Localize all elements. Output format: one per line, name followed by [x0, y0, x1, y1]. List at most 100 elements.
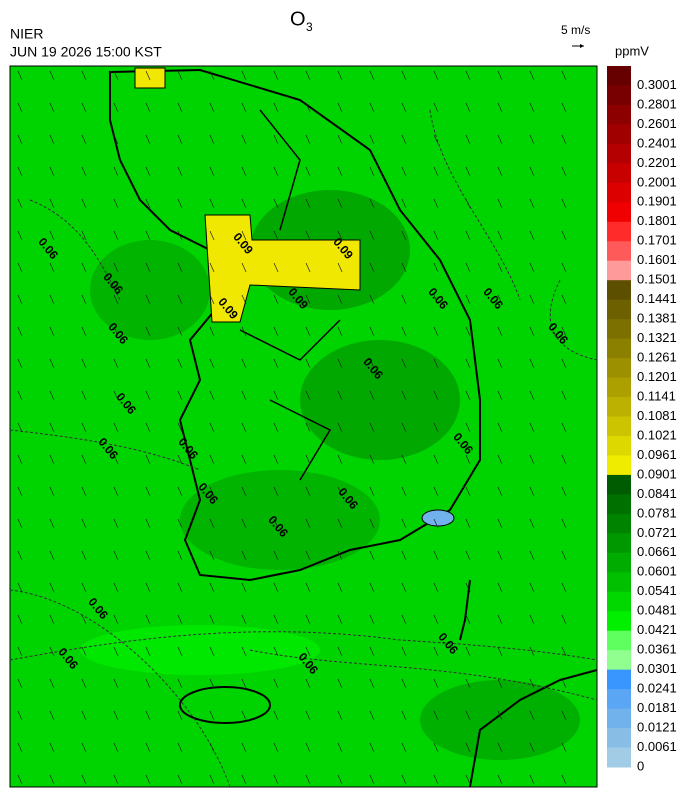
wind-arrow: [369, 326, 375, 337]
wind-arrow: [561, 166, 567, 177]
wind-arrow: [369, 70, 375, 81]
wind-arrow: [273, 550, 279, 561]
wind-arrow: [17, 102, 23, 113]
wind-arrow: [337, 550, 343, 561]
colorbar-label: 0.0961: [637, 447, 677, 462]
wind-arrow: [465, 678, 471, 689]
wind-arrow: [305, 102, 311, 113]
wind-arrow: [337, 454, 343, 465]
wind-arrow: [145, 486, 151, 497]
wind-arrow: [529, 710, 535, 721]
wind-arrow: [497, 614, 503, 625]
wind-arrow: [433, 358, 439, 369]
wind-arrow: [17, 742, 23, 753]
colorbar-box: [607, 104, 631, 125]
wind-arrow: [529, 390, 535, 401]
wind-arrow: [145, 230, 151, 241]
wind-arrow: [113, 710, 119, 721]
title: O: [290, 8, 306, 30]
wind-arrow: [49, 614, 55, 625]
wind-arrow: [369, 166, 375, 177]
wind-arrow: [497, 198, 503, 209]
wind-arrow: [145, 518, 151, 529]
colorbar-label: 0.1261: [637, 350, 677, 365]
wind-arrow: [529, 422, 535, 433]
wind-arrow: [401, 70, 407, 81]
wind-arrow: [561, 294, 567, 305]
wind-arrow: [529, 614, 535, 625]
wind-arrow: [241, 358, 247, 369]
wind-arrow: [337, 102, 343, 113]
colorbar-box: [607, 280, 631, 301]
wind-arrow: [17, 198, 23, 209]
wind-arrow: [49, 166, 55, 177]
wind-arrow: [337, 294, 343, 305]
wind-arrow: [209, 710, 215, 721]
colorbar-label: 0.1441: [637, 291, 677, 306]
wind-arrow: [337, 646, 343, 657]
wind-arrow: [401, 550, 407, 561]
colorbar-box: [607, 435, 631, 456]
colorbar-box: [607, 494, 631, 515]
colorbar-box: [607, 319, 631, 340]
wind-arrow: [209, 614, 215, 625]
wind-arrow: [241, 614, 247, 625]
colorbar-box: [607, 650, 631, 671]
wind-arrow: [113, 454, 119, 465]
wind-arrow: [273, 390, 279, 401]
wind-arrow: [273, 166, 279, 177]
wind-arrow: [209, 134, 215, 145]
wind-arrow: [465, 710, 471, 721]
wind-arrow: [145, 70, 151, 81]
wind-arrow: [497, 358, 503, 369]
wind-arrow: [369, 742, 375, 753]
colorbar-box: [607, 241, 631, 262]
wind-arrow: [177, 294, 183, 305]
wind-arrow: [49, 390, 55, 401]
wind-arrow: [113, 422, 119, 433]
wind-arrow: [497, 646, 503, 657]
wind-arrow: [497, 678, 503, 689]
wind-arrow: [81, 70, 87, 81]
wind-arrow: [177, 422, 183, 433]
wind-arrow: [81, 742, 87, 753]
shade: [90, 240, 210, 340]
wind-arrow: [145, 646, 151, 657]
wind-arrow: [145, 454, 151, 465]
wind-arrow: [177, 198, 183, 209]
wind-arrow: [113, 774, 119, 785]
wind-arrow: [337, 710, 343, 721]
wind-arrow: [241, 486, 247, 497]
wind-arrow: [369, 454, 375, 465]
wind-arrow: [209, 358, 215, 369]
wind-arrow: [17, 422, 23, 433]
wind-arrow: [241, 646, 247, 657]
wind-arrow: [465, 550, 471, 561]
wind-arrow: [273, 774, 279, 785]
wind-arrow: [81, 614, 87, 625]
wind-arrow: [465, 166, 471, 177]
colorbar-label: 0.0721: [637, 525, 677, 540]
wind-arrow: [177, 646, 183, 657]
wind-arrow: [113, 294, 119, 305]
wind-arrow: [49, 230, 55, 241]
wind-arrow: [433, 486, 439, 497]
wind-arrow: [177, 550, 183, 561]
wind-arrow: [369, 102, 375, 113]
wind-arrow: [81, 326, 87, 337]
wind-arrow: [49, 294, 55, 305]
wind-arrow: [273, 134, 279, 145]
wind-arrow: [49, 358, 55, 369]
wind-arrow: [529, 166, 535, 177]
wind-arrow: [401, 294, 407, 305]
colorbar-box: [607, 533, 631, 554]
wind-arrow: [177, 70, 183, 81]
wind-arrow: [209, 550, 215, 561]
wind-arrow: [465, 390, 471, 401]
wind-arrow: [209, 646, 215, 657]
wind-arrow: [49, 454, 55, 465]
wind-arrow: [305, 454, 311, 465]
wind-arrow: [305, 678, 311, 689]
wind-arrow: [81, 550, 87, 561]
colorbar-label: 0.2601: [637, 116, 677, 131]
